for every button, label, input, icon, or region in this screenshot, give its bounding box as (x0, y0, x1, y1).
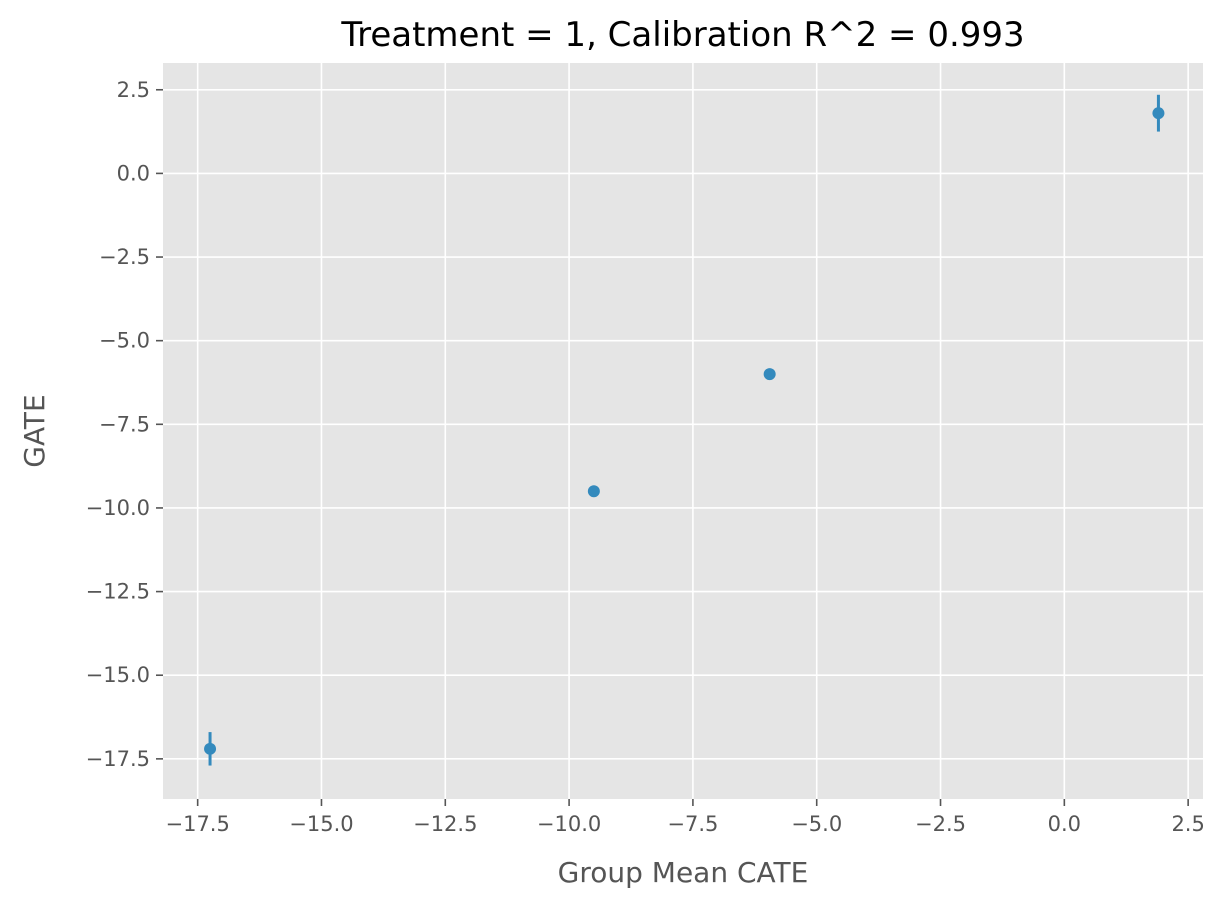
y-tick-label: 2.5 (117, 78, 150, 102)
data-point (587, 485, 600, 498)
x-axis-label: Group Mean CATE (558, 856, 809, 889)
y-axis-label: GATE (18, 394, 51, 467)
x-tick-label: −12.5 (413, 812, 477, 836)
data-point (204, 742, 217, 755)
data-points (204, 94, 1165, 766)
chart-title: Treatment = 1, Calibration R^2 = 0.993 (340, 15, 1024, 55)
y-axis-ticks: 2.5 0.0 −2.5 −5.0 −7.5 −10.0 −12.5 −15.0 −17.5 (86, 78, 163, 771)
data-point (763, 368, 776, 381)
x-tick-label: 2.5 (1171, 812, 1204, 836)
x-tick-label: −17.5 (165, 812, 229, 836)
data-point (1152, 107, 1165, 120)
y-tick-label: 0.0 (117, 161, 150, 185)
y-tick-label: −17.5 (86, 747, 150, 771)
y-tick-label: −12.5 (86, 580, 150, 604)
y-tick-label: −7.5 (99, 412, 150, 436)
x-tick-label: −7.5 (667, 812, 718, 836)
y-tick-label: −10.0 (86, 496, 150, 520)
plot-background (163, 63, 1203, 799)
grid (163, 63, 1203, 799)
x-tick-label: −5.0 (791, 812, 842, 836)
x-tick-label: −2.5 (915, 812, 966, 836)
y-tick-label: −15.0 (86, 663, 150, 687)
y-tick-label: −2.5 (99, 245, 150, 269)
x-tick-label: −10.0 (537, 812, 601, 836)
y-tick-label: −5.0 (99, 329, 150, 353)
x-tick-label: 0.0 (1048, 812, 1081, 836)
x-axis-ticks: −17.5 −15.0 −12.5 −10.0 −7.5 −5.0 −2.5 0.0 2.5 (165, 799, 1205, 836)
x-tick-label: −15.0 (289, 812, 353, 836)
